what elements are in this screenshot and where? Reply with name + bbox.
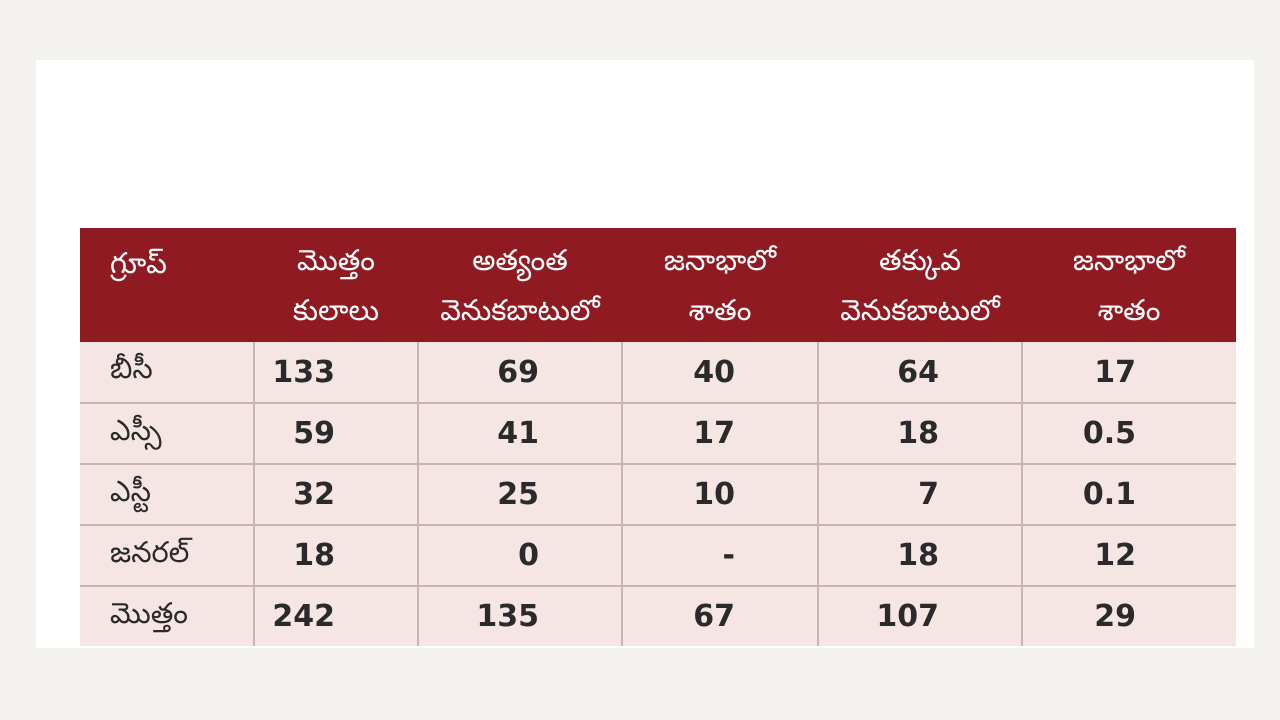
table-cell: 18 bbox=[818, 403, 1023, 465]
table-cell: 41 bbox=[418, 403, 623, 465]
table-cell: 64 bbox=[818, 342, 1023, 404]
table-cell: ఎస్సీ bbox=[80, 403, 255, 465]
header-total-castes-line-2: కులాలు bbox=[292, 293, 380, 327]
table-cell: - bbox=[622, 525, 819, 587]
table-cell: 59 bbox=[254, 403, 419, 465]
header-population-percent-1-line-2: శాతం bbox=[688, 293, 752, 327]
table-cell: 0.5 bbox=[1022, 403, 1236, 465]
header-row: గ్రూప్ మొత్తం కులాలు అత్యంత వెనుకబాటులో … bbox=[80, 228, 1236, 342]
table-cell: ఎస్టీ bbox=[80, 464, 255, 526]
table-row: బీసీ 133 69 40 64 17 bbox=[80, 342, 1236, 404]
header-most-backward: అత్యంత వెనుకబాటులో bbox=[418, 228, 622, 342]
table-cell: 0 bbox=[418, 525, 623, 587]
header-most-backward-line-1: అత్యంత bbox=[472, 243, 568, 277]
table-cell: 17 bbox=[622, 403, 819, 465]
table-cell: 32 bbox=[254, 464, 419, 526]
table-cell: మొత్తం bbox=[80, 586, 255, 646]
table-body: బీసీ 133 69 40 64 17 ఎస్సీ 59 41 17 18 0… bbox=[80, 342, 1236, 646]
header-less-backward-line-2: వెనుకబాటులో bbox=[840, 293, 1000, 327]
header-population-percent-2-line-2: శాతం bbox=[1097, 293, 1161, 327]
header-most-backward-line-2: వెనుకబాటులో bbox=[440, 293, 600, 327]
table-cell: 135 bbox=[418, 586, 623, 646]
data-table-container: గ్రూప్ మొత్తం కులాలు అత్యంత వెనుకబాటులో … bbox=[80, 228, 1236, 648]
header-population-percent-1: జనాభాలో శాతం bbox=[622, 228, 818, 342]
table-cell: 242 bbox=[254, 586, 419, 646]
header-less-backward-line-1: తక్కువ bbox=[879, 243, 961, 277]
table-header: గ్రూప్ మొత్తం కులాలు అత్యంత వెనుకబాటులో … bbox=[80, 228, 1236, 342]
table-cell: 69 bbox=[418, 342, 623, 404]
header-population-percent-2-line-1: జనాభాలో bbox=[1072, 243, 1186, 277]
table-cell: 17 bbox=[1022, 342, 1236, 404]
table-cell: 29 bbox=[1022, 586, 1236, 646]
caste-statistics-table: గ్రూప్ మొత్తం కులాలు అత్యంత వెనుకబాటులో … bbox=[80, 228, 1236, 646]
table-cell: 133 bbox=[254, 342, 419, 404]
table-cell: 12 bbox=[1022, 525, 1236, 587]
table-cell: 18 bbox=[254, 525, 419, 587]
table-cell: 25 bbox=[418, 464, 623, 526]
table-cell: బీసీ bbox=[80, 342, 255, 404]
table-row: జనరల్ 18 0 - 18 12 bbox=[80, 525, 1236, 587]
table-cell: 18 bbox=[818, 525, 1023, 587]
header-group: గ్రూప్ bbox=[80, 228, 254, 342]
header-total-castes: మొత్తం కులాలు bbox=[254, 228, 418, 342]
table-row: ఎస్సీ 59 41 17 18 0.5 bbox=[80, 403, 1236, 465]
table-cell: 0.1 bbox=[1022, 464, 1236, 526]
table-cell: 10 bbox=[622, 464, 819, 526]
header-less-backward: తక్కువ వెనుకబాటులో bbox=[818, 228, 1022, 342]
table-row: ఎస్టీ 32 25 10 7 0.1 bbox=[80, 464, 1236, 526]
header-population-percent-1-line-1: జనాభాలో bbox=[663, 243, 777, 277]
header-group-line-1: గ్రూప్ bbox=[110, 246, 167, 280]
table-row-total: మొత్తం 242 135 67 107 29 bbox=[80, 586, 1236, 646]
header-total-castes-line-1: మొత్తం bbox=[297, 243, 375, 277]
table-cell: 107 bbox=[818, 586, 1023, 646]
table-cell: 7 bbox=[818, 464, 1023, 526]
table-cell: 67 bbox=[622, 586, 819, 646]
header-population-percent-2: జనాభాలో శాతం bbox=[1022, 228, 1236, 342]
table-cell: జనరల్ bbox=[80, 525, 255, 587]
table-cell: 40 bbox=[622, 342, 819, 404]
